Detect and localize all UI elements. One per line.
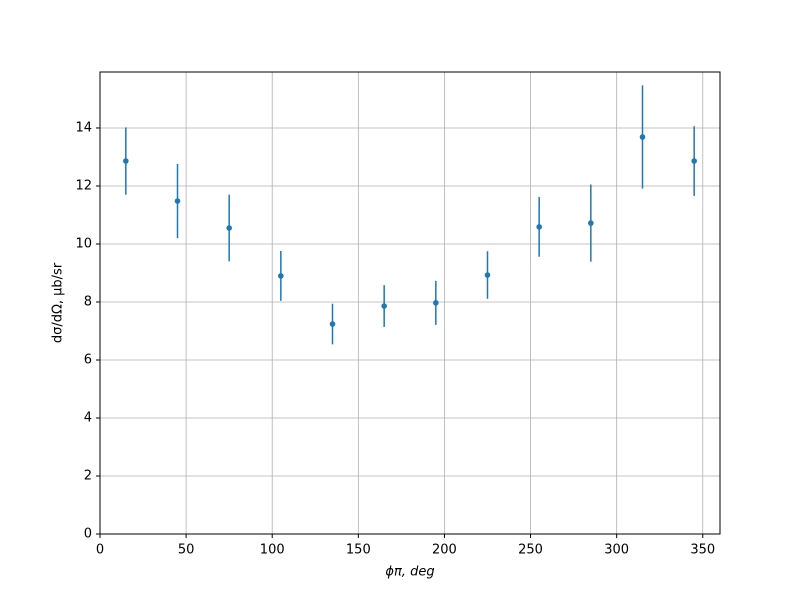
x-tick-label: 300 xyxy=(604,543,629,558)
x-tick-label: 200 xyxy=(432,543,457,558)
data-point xyxy=(329,321,336,327)
y-tick-label: 2 xyxy=(84,468,92,483)
y-tick-label: 4 xyxy=(84,410,92,425)
x-tick-label: 50 xyxy=(178,543,195,558)
data-point xyxy=(639,134,646,140)
y-tick-label: 8 xyxy=(84,294,92,309)
y-tick-label: 6 xyxy=(84,352,92,367)
y-tick-label: 14 xyxy=(75,120,92,135)
data-point xyxy=(226,225,232,231)
x-axis-label: ϕπ, deg xyxy=(385,565,434,580)
data-point xyxy=(123,158,129,164)
data-point xyxy=(278,273,284,279)
y-tick-label: 12 xyxy=(75,178,92,193)
data-point xyxy=(691,158,697,164)
y-axis-label: dσ/dΩ, μb/sr xyxy=(51,262,66,343)
data-point xyxy=(536,224,542,230)
x-tick-label: 150 xyxy=(346,543,371,558)
y-tick-label: 0 xyxy=(84,527,92,542)
data-point xyxy=(433,300,439,306)
plot-frame xyxy=(99,71,721,535)
x-tick-label: 250 xyxy=(518,543,543,558)
data-point xyxy=(174,198,181,204)
x-tick-label: 0 xyxy=(96,543,104,558)
x-tick-label: 100 xyxy=(260,543,285,558)
data-point xyxy=(484,272,491,278)
x-tick-label: 350 xyxy=(690,543,715,558)
data-point xyxy=(588,220,594,226)
data-point xyxy=(381,303,387,309)
y-tick-label: 10 xyxy=(75,236,92,251)
